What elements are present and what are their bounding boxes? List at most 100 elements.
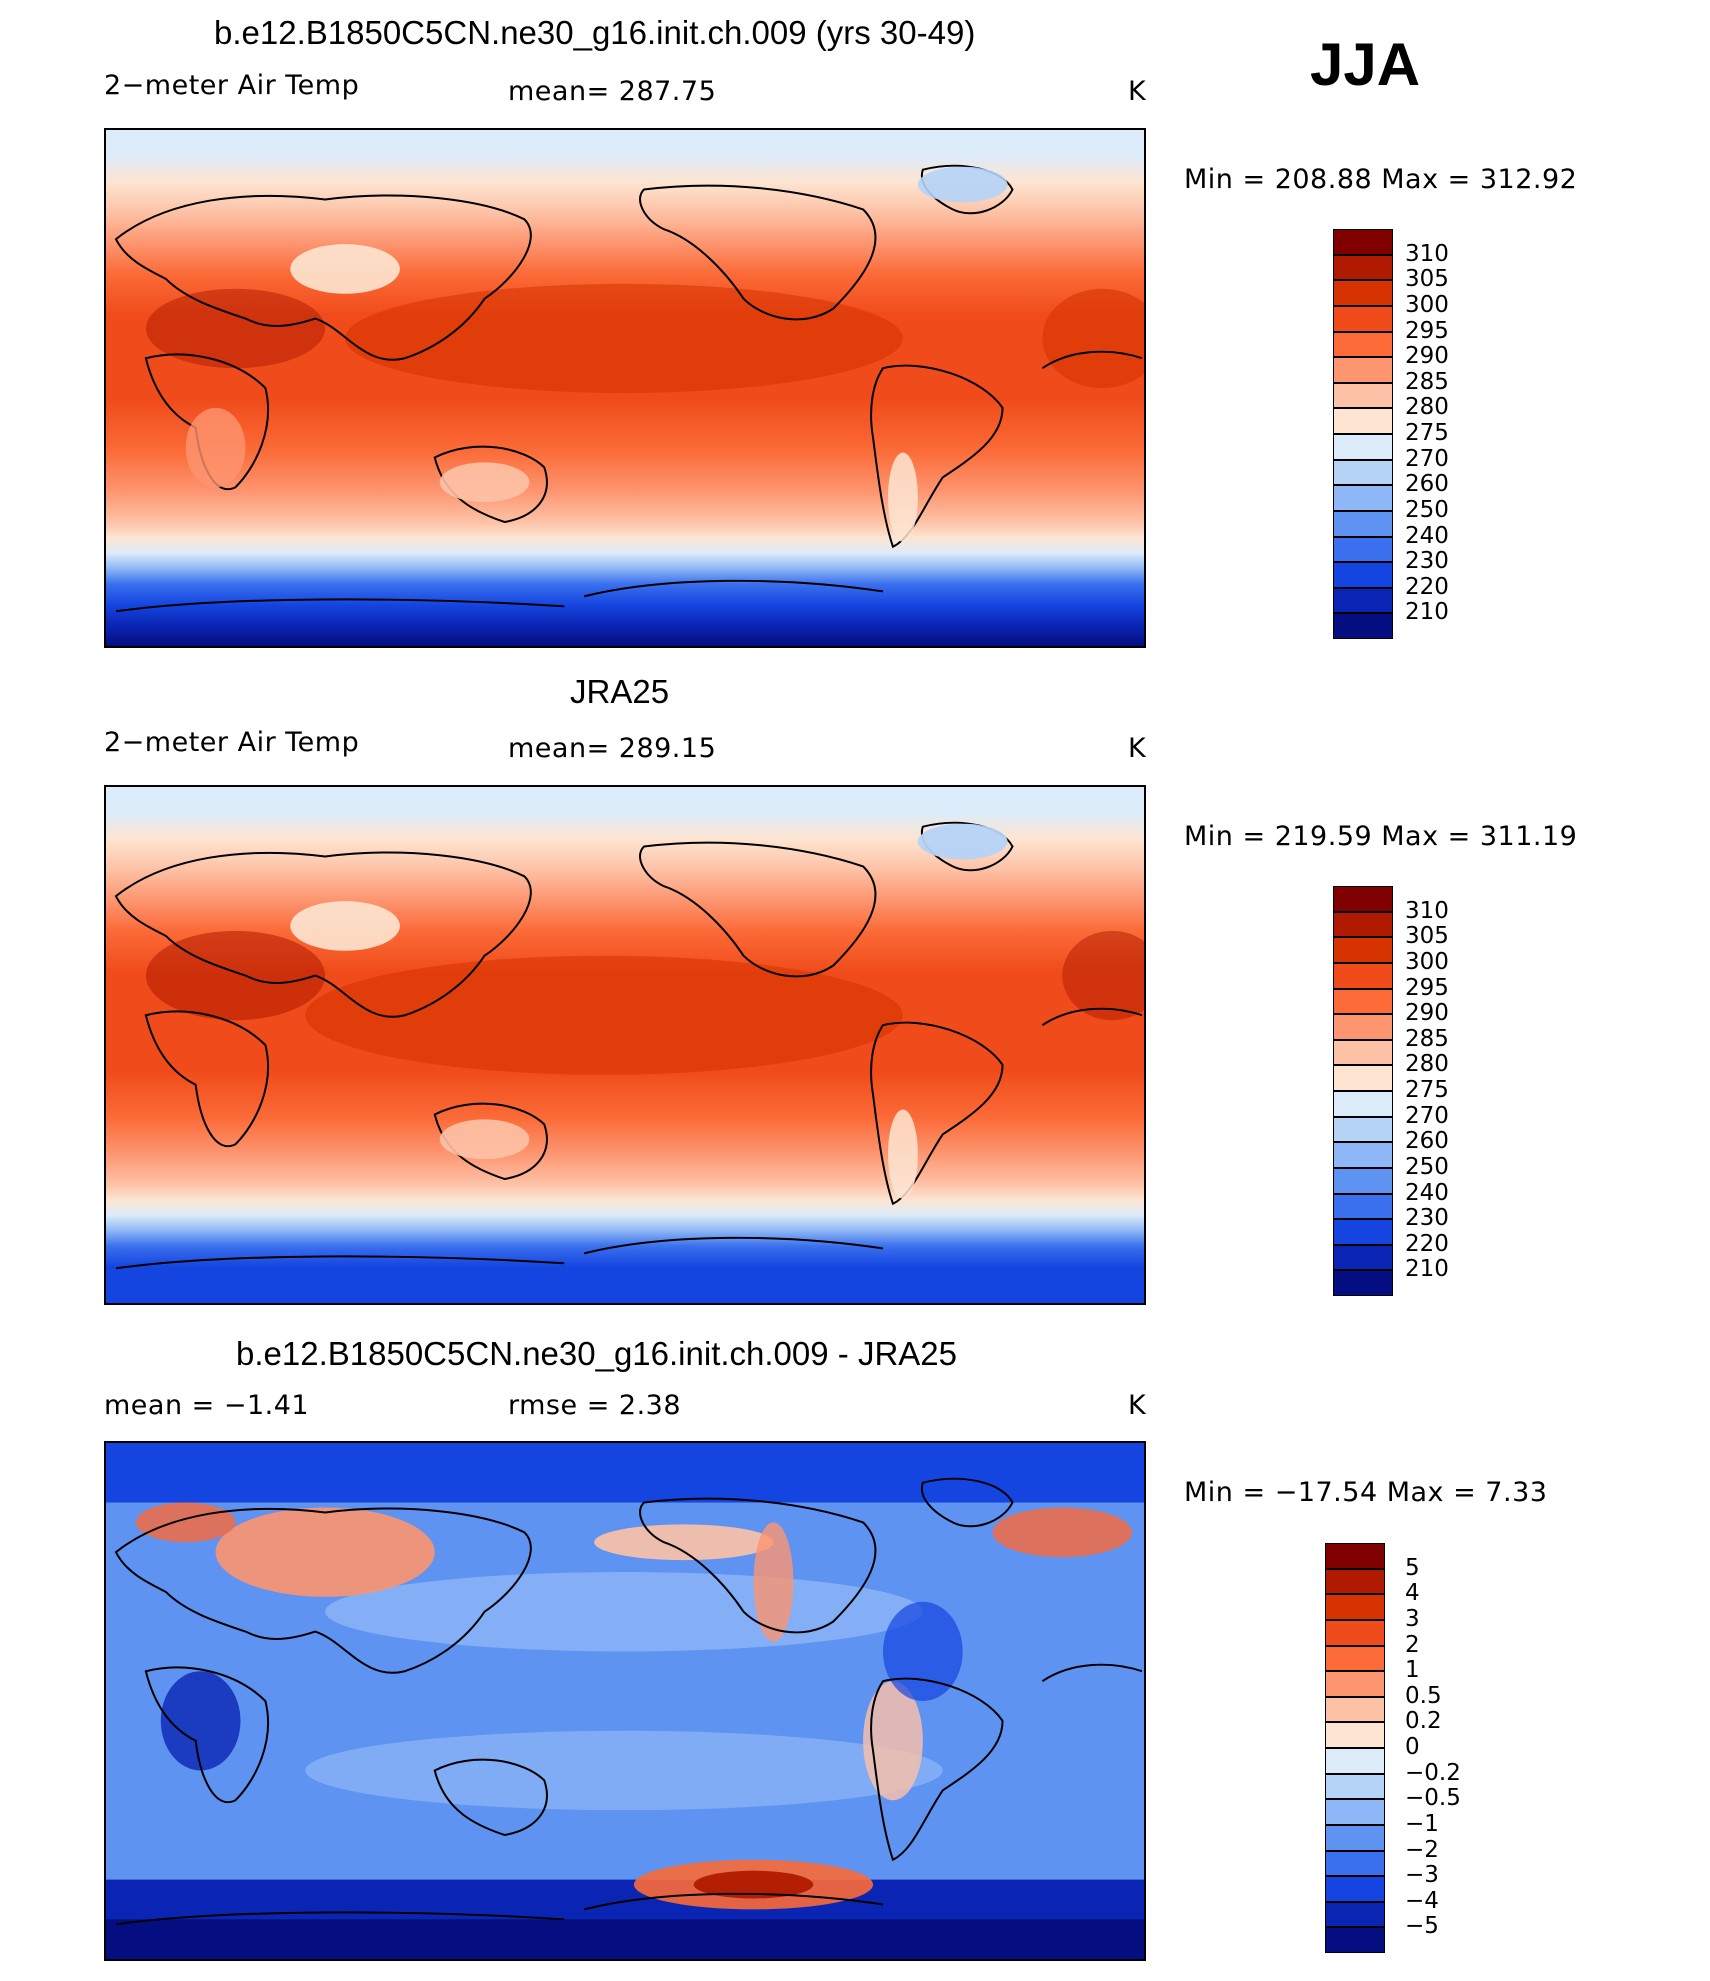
colorbar-tick-label: 210 — [1405, 599, 1449, 626]
colorbar-tick-label: 270 — [1405, 1102, 1449, 1129]
colorbar-swatch — [1333, 613, 1393, 639]
colorbar-swatch — [1325, 1748, 1385, 1774]
colorbar-tick-label: −0.2 — [1405, 1759, 1461, 1786]
colorbar-swatch — [1333, 1039, 1393, 1066]
colorbar-swatch — [1333, 1142, 1393, 1168]
colorbar-swatch — [1333, 1219, 1393, 1245]
colorbar-swatch — [1325, 1901, 1385, 1928]
colorbar-tick-label: −4 — [1405, 1887, 1439, 1914]
colorbar-tick-label: 285 — [1405, 368, 1449, 395]
colorbar-tick-label: 280 — [1405, 1051, 1449, 1078]
colorbar-swatch — [1333, 1193, 1393, 1220]
colorbar-tick-label: 2 — [1405, 1631, 1420, 1658]
colorbar-swatch — [1333, 962, 1393, 989]
colorbar-tick-label: −5 — [1405, 1913, 1439, 1940]
colorbar-swatch — [1333, 229, 1393, 255]
colorbar-tick-label: 4 — [1405, 1580, 1420, 1607]
panel-3-units-label: K — [1128, 1390, 1147, 1421]
colorbar-swatch — [1333, 1270, 1393, 1296]
colorbar-swatch — [1333, 587, 1393, 614]
panel-3-title: b.e12.B1850C5CN.ne30_g16.init.ch.009 - J… — [236, 1335, 957, 1372]
panel-2-units-label: K — [1128, 733, 1147, 764]
colorbar-tick-label: 280 — [1405, 394, 1449, 421]
colorbar-swatch — [1325, 1543, 1385, 1569]
colorbar-tick-label: −3 — [1405, 1862, 1439, 1889]
colorbar-swatch — [1333, 1167, 1393, 1194]
panel-2-mean-label: mean= 289.15 — [508, 733, 717, 764]
colorbar-swatch — [1325, 1594, 1385, 1620]
colorbar-swatch — [1325, 1773, 1385, 1800]
colorbar-tick-label: 240 — [1405, 522, 1449, 549]
panel-3-rmse-label: rmse = 2.38 — [508, 1390, 682, 1421]
colorbar-tick-label: 290 — [1405, 343, 1449, 370]
colorbar-swatch — [1333, 937, 1393, 963]
colorbar-tick-label: 250 — [1405, 1153, 1449, 1180]
colorbar-swatch — [1325, 1824, 1385, 1851]
colorbar-swatch — [1333, 305, 1393, 332]
colorbar-swatch — [1333, 408, 1393, 434]
colorbar-tick-label: 260 — [1405, 471, 1449, 498]
colorbar-tick-label: 275 — [1405, 1077, 1449, 1103]
colorbar-swatch — [1325, 1619, 1385, 1646]
colorbar-tick-label: 300 — [1405, 948, 1449, 975]
colorbar-swatch — [1333, 1014, 1393, 1040]
colorbar-tick-label: 230 — [1405, 548, 1449, 575]
colorbar-swatch — [1333, 1091, 1393, 1117]
panel-2-colorbar — [1333, 886, 1393, 1296]
colorbar-tick-label: −2 — [1405, 1836, 1439, 1863]
colorbar-swatch — [1333, 886, 1393, 912]
colorbar-tick-label: 5 — [1405, 1554, 1420, 1581]
colorbar-swatch — [1333, 331, 1393, 358]
colorbar-swatch — [1325, 1645, 1385, 1672]
colorbar-tick-label: 0 — [1405, 1734, 1420, 1760]
colorbar-tick-label: 305 — [1405, 266, 1449, 293]
panel-2-map — [104, 785, 1146, 1305]
panel-1-title: b.e12.B1850C5CN.ne30_g16.init.ch.009 (yr… — [214, 14, 976, 51]
colorbar-tick-label: 230 — [1405, 1205, 1449, 1232]
colorbar-swatch — [1333, 1065, 1393, 1091]
colorbar-swatch — [1333, 562, 1393, 588]
colorbar-tick-label: 295 — [1405, 317, 1449, 344]
colorbar-tick-label: 300 — [1405, 291, 1449, 318]
colorbar-tick-label: 220 — [1405, 573, 1449, 600]
colorbar-tick-label: 0.2 — [1405, 1708, 1442, 1735]
colorbar-tick-label: 260 — [1405, 1128, 1449, 1155]
colorbar-swatch — [1325, 1799, 1385, 1825]
colorbar-swatch — [1333, 459, 1393, 486]
colorbar-tick-label: 275 — [1405, 420, 1449, 446]
colorbar-swatch — [1333, 280, 1393, 306]
panel-3-mean-label: mean = −1.41 — [104, 1390, 310, 1421]
panel-1-mean-label: mean= 287.75 — [508, 76, 717, 107]
colorbar-swatch — [1325, 1722, 1385, 1748]
colorbar-swatch — [1333, 988, 1393, 1015]
panel-2-variable-label: 2−meter Air Temp — [104, 727, 360, 758]
colorbar-tick-label: 310 — [1405, 897, 1449, 924]
panel-1-colorbar — [1333, 229, 1393, 639]
panel-2-map-svg — [106, 787, 1144, 1303]
colorbar-tick-label: 220 — [1405, 1230, 1449, 1257]
colorbar-tick-label: 295 — [1405, 974, 1449, 1001]
panel-1-variable-label: 2−meter Air Temp — [104, 70, 360, 101]
colorbar-swatch — [1333, 434, 1393, 460]
colorbar-swatch — [1333, 485, 1393, 511]
colorbar-tick-label: 3 — [1405, 1605, 1420, 1632]
colorbar-tick-label: 240 — [1405, 1179, 1449, 1206]
panel-2-title: JRA25 — [570, 673, 670, 710]
colorbar-tick-label: 305 — [1405, 923, 1449, 950]
panel-2-minmax: Min = 219.59 Max = 311.19 — [1184, 821, 1578, 852]
colorbar-swatch — [1325, 1671, 1385, 1697]
panel-1-map-svg — [106, 130, 1144, 646]
colorbar-tick-label: 250 — [1405, 496, 1449, 523]
panel-3-minmax: Min = −17.54 Max = 7.33 — [1184, 1477, 1548, 1508]
colorbar-swatch — [1333, 510, 1393, 537]
colorbar-swatch — [1325, 1876, 1385, 1902]
colorbar-tick-label: 270 — [1405, 445, 1449, 472]
colorbar-swatch — [1333, 254, 1393, 281]
panel-1-minmax: Min = 208.88 Max = 312.92 — [1184, 164, 1578, 195]
colorbar-tick-label: 1 — [1405, 1657, 1420, 1684]
colorbar-tick-label: 310 — [1405, 240, 1449, 267]
colorbar-swatch — [1333, 382, 1393, 409]
colorbar-tick-label: 0.5 — [1405, 1682, 1442, 1709]
colorbar-swatch — [1325, 1927, 1385, 1953]
colorbar-tick-label: −1 — [1405, 1810, 1439, 1837]
